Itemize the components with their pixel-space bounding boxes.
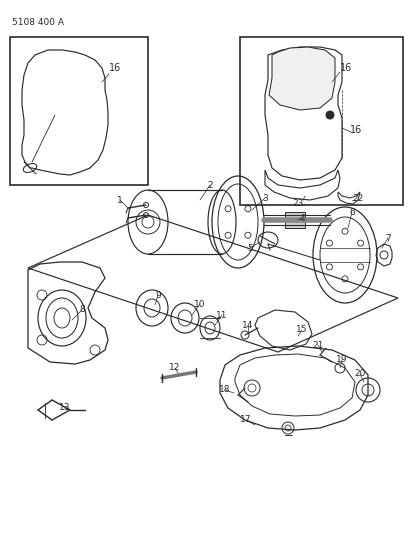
Text: 13: 13 (59, 403, 71, 413)
Text: 16: 16 (109, 63, 121, 73)
Text: 7: 7 (384, 233, 390, 243)
Text: 16: 16 (349, 125, 361, 135)
Polygon shape (268, 47, 334, 110)
Text: 15: 15 (296, 326, 307, 335)
Text: 6: 6 (348, 207, 354, 216)
Text: 2: 2 (207, 181, 212, 190)
Text: 19: 19 (335, 356, 347, 365)
Text: 18: 18 (219, 385, 230, 394)
Text: 1: 1 (117, 196, 123, 205)
Text: 8: 8 (79, 305, 85, 314)
Bar (284, 212, 304, 228)
Text: 20: 20 (353, 369, 365, 378)
Text: 22: 22 (351, 193, 363, 203)
Text: 23: 23 (292, 198, 303, 207)
Text: 9: 9 (155, 290, 160, 300)
Text: 11: 11 (216, 311, 227, 319)
Text: 5108 400 A: 5108 400 A (12, 18, 64, 27)
Circle shape (325, 111, 333, 119)
Text: 21: 21 (312, 341, 323, 350)
Text: 4: 4 (299, 214, 304, 222)
Text: 5: 5 (247, 244, 252, 253)
Text: 12: 12 (169, 364, 180, 373)
Text: 3: 3 (261, 193, 267, 203)
Text: 16: 16 (339, 63, 351, 73)
Text: 17: 17 (240, 416, 251, 424)
Text: 10: 10 (194, 300, 205, 309)
Bar (10, 37, 148, 185)
Text: 14: 14 (242, 320, 253, 329)
Bar (239, 37, 402, 205)
